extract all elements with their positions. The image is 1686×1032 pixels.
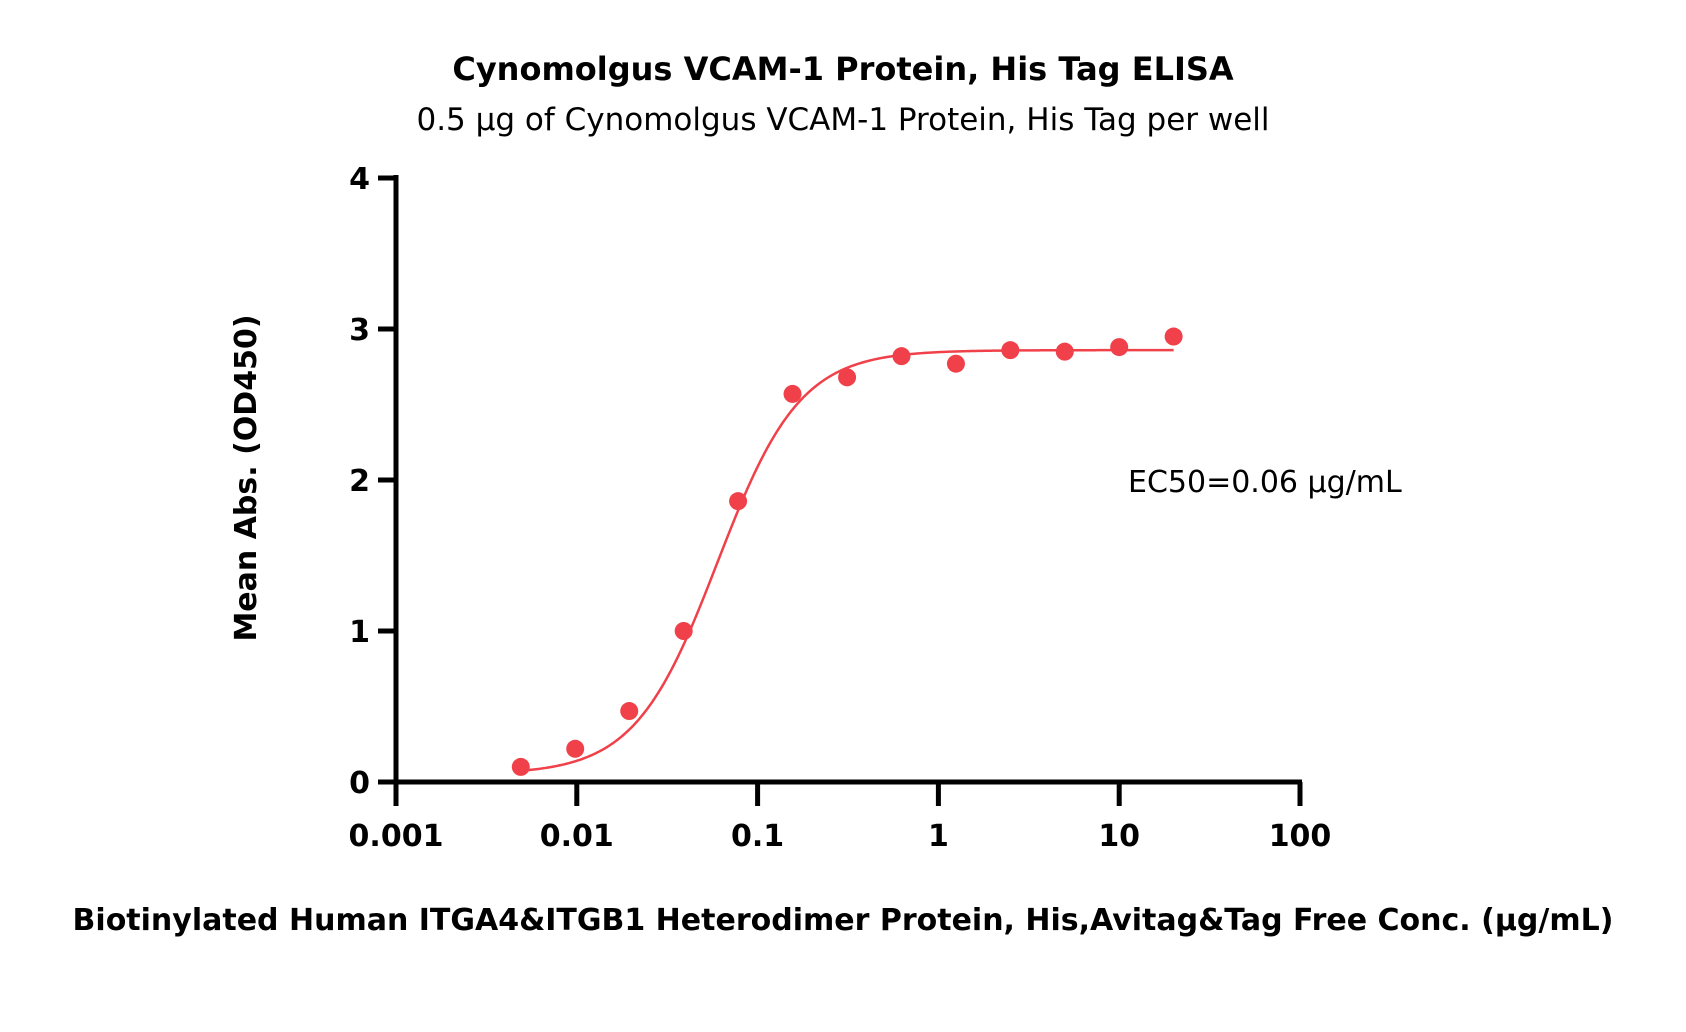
data-point [783,384,802,403]
x-tick-label: 0.001 [349,819,444,854]
x-tick-label: 0.1 [731,819,784,854]
chart-title: Cynomolgus VCAM-1 Protein, His Tag ELISA [452,50,1234,88]
data-point [1001,341,1020,360]
y-tick-label: 0 [349,766,370,801]
data-point [892,347,911,366]
data-point [1055,342,1074,361]
y-tick-label: 2 [349,464,370,499]
x-axis-label: Biotinylated Human ITGA4&ITGB1 Heterodim… [73,903,1614,938]
x-tick-label: 1 [928,819,949,854]
chart-subtitle: 0.5 μg of Cynomolgus VCAM-1 Protein, His… [416,102,1269,138]
x-tick-label: 10 [1098,819,1140,854]
data-point [511,757,530,776]
data-point [1164,327,1183,346]
data-point [674,622,693,640]
ec50-annotation: EC50=0.06 μg/mL [1128,465,1402,500]
y-tick-label: 3 [349,313,370,348]
y-tick-label: 1 [349,615,370,650]
data-points [511,327,1183,776]
data-point [946,354,965,373]
y-axis-ticks: 0 1 2 3 4 [349,162,396,801]
fit-curve [520,348,1174,773]
y-axis-label: Mean Abs. (OD450) [229,314,264,641]
x-tick-label: 100 [1269,819,1332,854]
x-tick-label: 0.01 [540,819,614,854]
data-point [620,702,639,721]
data-point [838,368,857,387]
data-point [729,492,748,511]
data-point [566,739,585,758]
data-point [1110,338,1129,357]
x-axis-ticks: 0.001 0.01 0.1 1 10 100 [349,782,1332,854]
y-tick-label: 4 [349,162,370,197]
